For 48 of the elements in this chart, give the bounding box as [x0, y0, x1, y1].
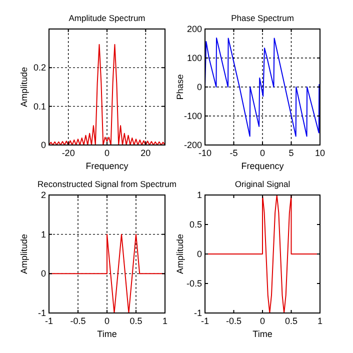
line-series — [204, 194, 320, 314]
y-tick-label: 0 — [196, 249, 202, 259]
y-tick-label: 200 — [186, 24, 202, 34]
x-axis-title: Time — [97, 329, 117, 339]
y-axis-title: Amplitude — [19, 234, 29, 274]
x-axis-title: Frequency — [241, 161, 284, 171]
x-tick-label: 5 — [288, 148, 294, 158]
y-axis-title: Amplitude — [19, 66, 29, 108]
y-tick-label: -1 — [194, 308, 202, 318]
x-tick-label: 1 — [317, 316, 323, 326]
y-tick-label: -200 — [184, 140, 202, 150]
x-tick-label: -10 — [198, 148, 212, 158]
x-axis-title: Time — [252, 329, 272, 339]
chart-title: Amplitude Spectrum — [68, 13, 146, 23]
chart-title: Phase Spectrum — [231, 13, 294, 23]
x-tick-label: -20 — [62, 148, 75, 158]
y-tick-label: 0.5 — [189, 220, 202, 230]
x-tick-label: 0.5 — [284, 316, 298, 326]
y-tick-label: 0 — [40, 268, 46, 279]
y-tick-label: 1 — [196, 190, 202, 200]
y-axis-title: Amplitude — [175, 234, 185, 274]
x-tick-label: 1 — [162, 316, 168, 326]
y-tick-label: 0.2 — [33, 62, 46, 73]
y-axis-title: Phase — [175, 74, 185, 100]
x-tick-label: -0.5 — [70, 316, 86, 326]
chart-title: Original Signal — [234, 179, 290, 189]
y-tick-label: 100 — [186, 53, 202, 63]
x-tick-label: -5 — [230, 148, 238, 158]
x-tick-label: 0.5 — [130, 316, 142, 326]
x-axis-title: Frequency — [86, 161, 129, 171]
x-tick-label: 0 — [260, 316, 266, 326]
x-tick-label: -0.5 — [226, 316, 242, 326]
y-tick-label: -100 — [184, 111, 202, 121]
line-series — [48, 44, 166, 146]
x-tick-label: 20 — [140, 148, 151, 158]
y-tick-label: 0.1 — [33, 101, 46, 112]
line-series — [204, 37, 320, 137]
chart-title: Reconstructed Signal from Spectrum — [38, 179, 176, 189]
x-tick-label: 0 — [104, 316, 110, 326]
y-tick-label: -0.5 — [186, 278, 202, 288]
y-tick-label: 2 — [40, 190, 46, 200]
y-tick-label: -1 — [38, 308, 46, 318]
x-tick-label: 0 — [260, 148, 266, 158]
y-tick-label: 0 — [40, 140, 46, 150]
y-tick-label: 0 — [196, 82, 202, 92]
x-tick-label: 10 — [314, 148, 326, 158]
y-tick-label: 1 — [40, 229, 46, 240]
x-tick-label: 0 — [104, 148, 110, 158]
